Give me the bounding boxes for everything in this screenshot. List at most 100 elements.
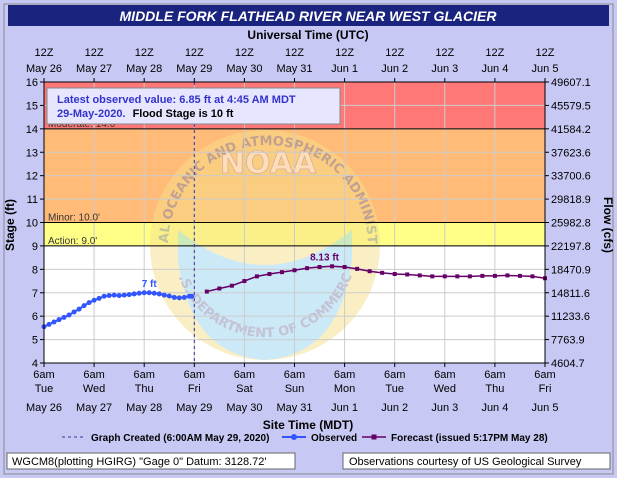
forecast-point bbox=[305, 266, 310, 271]
right-tick-label: 41584.2 bbox=[551, 124, 591, 136]
bottom-tick-date: May 26 bbox=[26, 402, 62, 414]
left-tick-label: 4 bbox=[32, 358, 38, 370]
left-tick-label: 13 bbox=[26, 147, 38, 159]
footer-right-box bbox=[342, 452, 611, 470]
top-tick-label: 12Z bbox=[385, 47, 404, 59]
observed-point bbox=[151, 290, 157, 296]
left-tick-label: 6 bbox=[32, 311, 38, 323]
right-tick-label: 45579.5 bbox=[551, 100, 591, 112]
observed-point bbox=[111, 292, 117, 298]
forecast-point bbox=[330, 264, 335, 269]
top-tick-date: May 26 bbox=[26, 63, 62, 75]
forecast-point bbox=[217, 286, 222, 291]
right-tick-label: 22197.8 bbox=[551, 241, 591, 253]
top-tick-label: 12Z bbox=[485, 47, 504, 59]
series-layer: 7 ft 8.13 ft bbox=[41, 82, 547, 363]
latest-value-line1: Latest observed value: 6.85 ft at 4:45 A… bbox=[57, 94, 296, 106]
left-tick-label: 9 bbox=[32, 241, 38, 253]
bottom-tick-date: Jun 1 bbox=[331, 402, 358, 414]
observed-point bbox=[161, 292, 167, 298]
bottom-tick-date: May 30 bbox=[226, 402, 262, 414]
observed-point bbox=[136, 290, 142, 296]
bottom-tick-date: May 31 bbox=[276, 402, 312, 414]
bottom-tick-date: Jun 5 bbox=[532, 402, 559, 414]
bottom-tick-weekday: Wed bbox=[83, 383, 105, 395]
left-tick-label: 11 bbox=[27, 194, 38, 206]
bottom-tick-date: May 29 bbox=[176, 402, 212, 414]
right-tick-label: 11233.6 bbox=[551, 311, 590, 323]
bottom-tick-weekday: Mon bbox=[334, 383, 355, 395]
left-tick-label: 15 bbox=[26, 100, 38, 112]
bottom-tick-date: Jun 3 bbox=[431, 402, 458, 414]
top-tick-label: 12Z bbox=[235, 47, 254, 59]
forecast-point bbox=[279, 270, 284, 275]
left-tick-label: 7 bbox=[32, 288, 38, 300]
bottom-tick-weekday: Tue bbox=[385, 383, 404, 395]
bottom-tick-date: Jun 2 bbox=[381, 402, 408, 414]
right-axis-title: Flow (cfs) bbox=[601, 197, 615, 253]
observed-point bbox=[106, 293, 112, 299]
top-tick-label: 12Z bbox=[285, 47, 304, 59]
top-tick-date: Jun 4 bbox=[481, 63, 508, 75]
forecast-point bbox=[392, 272, 397, 277]
observed-point bbox=[126, 292, 132, 298]
flood-category-label: Minor: 10.0' bbox=[48, 213, 100, 224]
bottom-tick-time: 6am bbox=[133, 369, 154, 381]
forecast-point bbox=[517, 273, 522, 278]
footer-left-box bbox=[6, 452, 296, 470]
top-tick-label: 12Z bbox=[35, 47, 54, 59]
forecast-point bbox=[442, 274, 447, 279]
observed-point bbox=[141, 290, 147, 296]
observed-point bbox=[101, 293, 107, 299]
forecast-line bbox=[206, 265, 546, 293]
right-tick-label: 33700.6 bbox=[551, 171, 591, 183]
flood-stage-text: Flood Stage is 10 ft bbox=[133, 108, 234, 120]
axes-layer: 4 5 6 7 8 9 10 11 12 13 14 15 16 4604.7 7763.9 11233.6 1… bbox=[26, 47, 591, 414]
top-tick-date: May 31 bbox=[276, 63, 312, 75]
top-tick-date: May 29 bbox=[176, 63, 212, 75]
left-axis-title: Stage (ft) bbox=[3, 199, 17, 251]
legend: Graph Created (6:00AM May 29, 2020) Obse… bbox=[62, 433, 548, 444]
top-tick-label: 12Z bbox=[335, 47, 354, 59]
right-tick-label: 25982.8 bbox=[551, 218, 591, 230]
forecast-point bbox=[292, 268, 297, 273]
left-tick-label: 14 bbox=[26, 124, 38, 136]
bottom-tick-time: 6am bbox=[284, 369, 305, 381]
legend-observed-label: Observed bbox=[311, 433, 357, 444]
top-tick-label: 12Z bbox=[85, 47, 104, 59]
chart-title: MIDDLE FORK FLATHEAD RIVER NEAR WEST GLA… bbox=[120, 8, 498, 24]
observed-point bbox=[116, 293, 122, 299]
top-tick-label: 12Z bbox=[135, 47, 154, 59]
forecast-peak-label: 8.13 ft bbox=[310, 252, 340, 263]
bottom-tick-time: 6am bbox=[234, 369, 255, 381]
bottom-tick-time: 6am bbox=[334, 369, 355, 381]
forecast-point bbox=[480, 273, 485, 278]
observed-point bbox=[66, 312, 72, 318]
bottom-tick-date: May 28 bbox=[126, 402, 162, 414]
footer-datum-text: WGCM8(plotting HGIRG) "Gage 0" Datum: 31… bbox=[12, 456, 266, 468]
latest-value-line2: 29-May-2020. Flood Stage is 10 ft bbox=[57, 108, 234, 120]
left-tick-label: 8 bbox=[32, 264, 38, 276]
observed-point bbox=[166, 293, 172, 299]
bottom-tick-weekday: Sat bbox=[236, 383, 253, 395]
bottom-tick-time: 6am bbox=[33, 369, 54, 381]
top-tick-date: May 30 bbox=[226, 63, 262, 75]
forecast-point bbox=[505, 273, 510, 278]
bottom-tick-weekday: Sun bbox=[285, 383, 305, 395]
top-tick-date: Jun 5 bbox=[532, 63, 559, 75]
bottom-tick-time: 6am bbox=[184, 369, 205, 381]
observed-peak-label: 7 ft bbox=[142, 279, 158, 290]
left-tick-label: 12 bbox=[26, 171, 38, 183]
observed-point bbox=[51, 319, 57, 325]
bottom-tick-time: 6am bbox=[484, 369, 505, 381]
right-tick-label: 18470.9 bbox=[551, 264, 591, 276]
legend-created-label: Graph Created (6:00AM May 29, 2020) bbox=[91, 433, 269, 444]
forecast-point bbox=[242, 279, 247, 284]
left-tick-label: 5 bbox=[32, 335, 38, 347]
forecast-point bbox=[254, 274, 259, 279]
legend-forecast-marker bbox=[371, 434, 377, 440]
right-tick-label: 49607.1 bbox=[551, 77, 591, 89]
observed-point bbox=[71, 309, 77, 315]
